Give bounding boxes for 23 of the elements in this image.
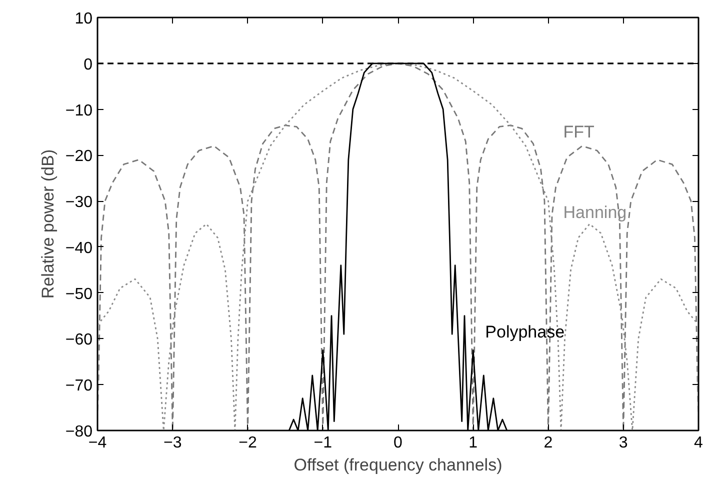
y-tick-label: −80: [65, 424, 93, 440]
y-axis-title: Relative power (dB): [38, 149, 58, 299]
series-label: Hanning: [563, 203, 627, 222]
y-tick-label: −30: [65, 194, 93, 212]
x-tick-label: −2: [238, 434, 257, 452]
x-tick-label: 3: [618, 434, 628, 452]
y-tick-label: −50: [65, 286, 93, 303]
x-tick-label: 2: [544, 434, 553, 452]
x-tick-label: −1: [314, 434, 332, 452]
x-axis-title: Offset (frequency channels): [294, 456, 502, 474]
y-tick-label: −10: [65, 102, 93, 120]
x-tick-label: 0: [394, 434, 403, 452]
y-tick-label: 0: [84, 56, 93, 74]
x-tick-label: −3: [164, 434, 182, 452]
series-label: Polyphase: [485, 322, 565, 342]
y-tick-label: −70: [65, 378, 93, 395]
y-tick-label: −20: [65, 148, 93, 166]
x-tick-label: 4: [694, 434, 704, 452]
y-tick-label: 10: [74, 10, 93, 28]
x-tick-label: 1: [468, 434, 478, 452]
y-tick-label: −60: [65, 332, 93, 349]
series-label: FFT: [563, 122, 594, 142]
y-tick-label: −40: [65, 240, 93, 257]
